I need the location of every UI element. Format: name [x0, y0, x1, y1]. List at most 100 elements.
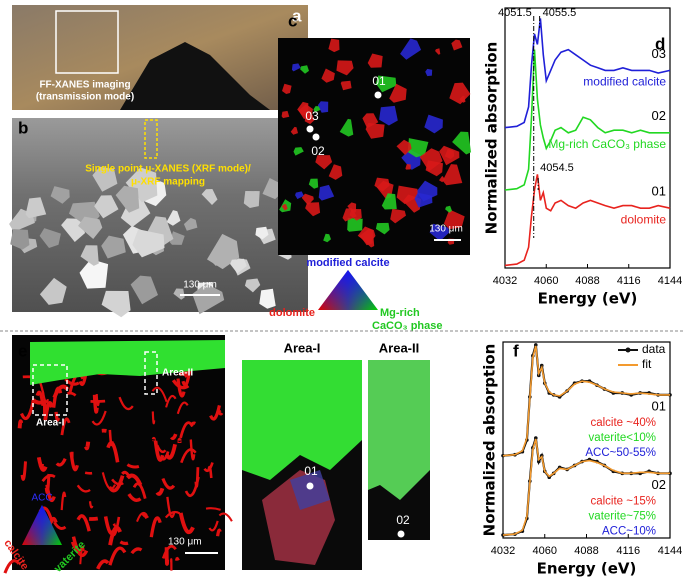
fraction-note: vaterite<10% [589, 432, 656, 444]
blob [362, 113, 379, 129]
network [107, 475, 125, 493]
scale-label: 130 μm [183, 280, 217, 291]
blob [315, 155, 333, 170]
network [121, 470, 132, 480]
network [141, 513, 149, 520]
network [151, 411, 156, 425]
network [181, 369, 192, 387]
network [203, 462, 214, 473]
scale-label: 130 μm [168, 537, 202, 548]
blob [435, 48, 441, 55]
network [217, 410, 224, 416]
blob [381, 193, 397, 210]
network [170, 433, 178, 440]
x-tick-label: 4060 [534, 275, 558, 287]
grain [50, 186, 70, 204]
grain [201, 189, 218, 205]
network [60, 491, 67, 511]
blob [396, 185, 418, 205]
grain [101, 290, 131, 318]
x-tick-label: 4116 [616, 545, 640, 557]
blob [367, 53, 383, 68]
grain [80, 245, 99, 266]
blob [328, 38, 340, 53]
blob [342, 208, 357, 222]
area-label: Area-I [36, 418, 65, 429]
network [118, 396, 134, 411]
fraction-note: calcite ~15% [590, 495, 656, 507]
network [112, 523, 118, 528]
series-label: 02 [652, 108, 666, 123]
blob [442, 164, 463, 186]
scale-label: 130 μm [429, 224, 463, 235]
network [174, 556, 180, 561]
network [153, 440, 165, 462]
area-label: Area-II [162, 368, 193, 379]
blob [407, 138, 429, 158]
network [180, 448, 197, 464]
blob [347, 202, 357, 214]
grain [39, 277, 67, 305]
blob [365, 123, 385, 139]
network [194, 467, 200, 488]
grain [78, 216, 103, 239]
grain [243, 191, 260, 208]
blob [375, 222, 390, 235]
blob [405, 164, 411, 170]
annotation-label: 4054.5 [540, 162, 574, 174]
grain [115, 185, 140, 213]
network [176, 401, 189, 415]
blob [297, 101, 309, 116]
annotation-label: 4055.5 [543, 7, 577, 19]
blob [449, 82, 471, 105]
series-label: 01 [652, 398, 666, 413]
blob [290, 126, 298, 135]
point-label: 01 [372, 74, 386, 88]
spectrum [504, 49, 670, 191]
series-name: modified calcite [583, 75, 666, 89]
triangle-label: dolomite [269, 307, 315, 319]
area-box [144, 351, 158, 395]
blob [379, 105, 398, 126]
series-label: 03 [652, 46, 666, 61]
network [88, 516, 99, 521]
network [164, 547, 170, 566]
blob [340, 80, 352, 91]
blob [328, 164, 343, 180]
blob [301, 193, 314, 206]
network [151, 386, 168, 403]
blob [390, 208, 406, 224]
grain [132, 229, 165, 258]
fraction-note: vaterite~75% [589, 510, 656, 522]
spectrum [504, 18, 671, 129]
fraction-note: ACC~50-55% [585, 447, 656, 459]
network [161, 544, 177, 559]
x-axis-title: Energy (eV) [537, 560, 637, 578]
network [53, 521, 67, 530]
network [205, 507, 221, 511]
network [178, 512, 195, 535]
network [161, 477, 176, 490]
network [215, 528, 222, 537]
network [164, 443, 177, 460]
spectrum [502, 438, 670, 536]
spectrum [502, 345, 670, 457]
network [88, 501, 94, 509]
grain [39, 228, 61, 248]
network [95, 394, 100, 407]
network [183, 373, 190, 378]
photo-shadow [120, 42, 270, 110]
blob [347, 217, 363, 232]
grain [125, 167, 158, 203]
zoom-title: Area-I [284, 340, 321, 355]
caption: Single point μ-XANES (XRF mode)/ [85, 164, 251, 175]
blob [313, 106, 321, 113]
grain [183, 217, 198, 231]
point [374, 91, 382, 99]
series-name: Mg-rich CaCO₃ phase [548, 137, 666, 151]
blob [305, 202, 321, 217]
panel-label: d [655, 34, 665, 53]
caption: FF-XANES imaging [39, 80, 130, 91]
blob [293, 147, 304, 156]
x-tick-label: 4116 [617, 275, 641, 287]
